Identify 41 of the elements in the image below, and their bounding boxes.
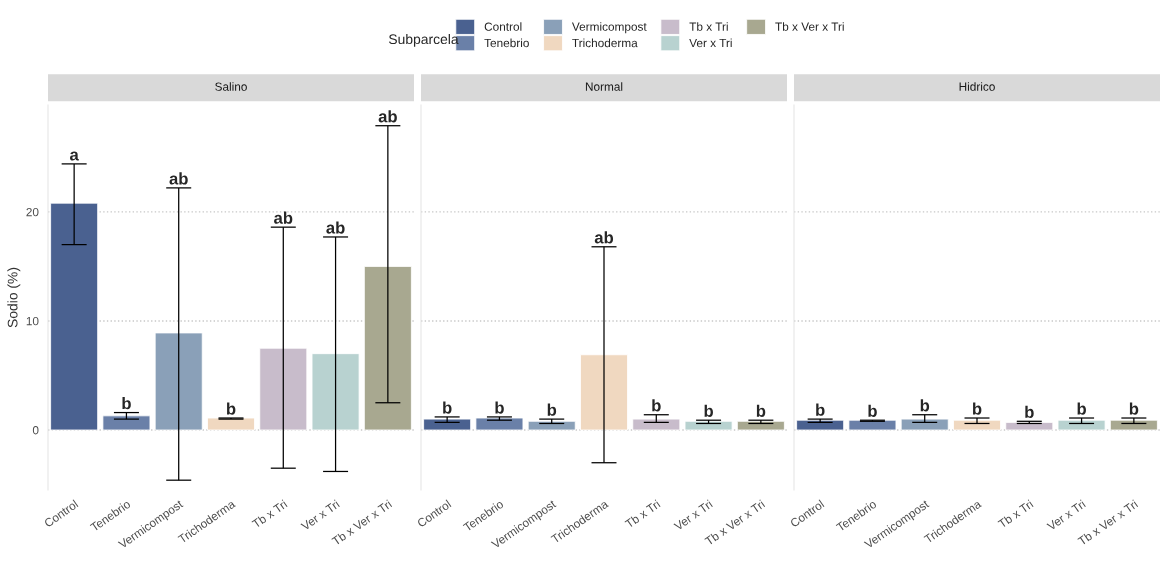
legend-label: Ver x Tri — [689, 38, 732, 48]
x-tick-label: Ver x Tri — [1046, 499, 1086, 531]
legend-label: Tb x Ver x Tri — [775, 22, 844, 31]
annotation: b — [652, 399, 661, 412]
x-tick-label: Tb x Tri — [624, 499, 661, 529]
legend-label: Control — [484, 22, 522, 31]
annotation: ab — [378, 110, 397, 123]
x-tick-label: Ver x Tri — [673, 499, 713, 531]
legend-label: Vermicompost — [571, 22, 647, 34]
annotation: b — [1129, 402, 1139, 415]
annotation: b — [816, 403, 825, 416]
annotation: b — [1077, 402, 1086, 415]
annotation: b — [1025, 405, 1034, 418]
chart-title: Normal — [585, 82, 623, 91]
chart-title: Salino — [215, 82, 247, 91]
y-tick-label: 0 — [32, 426, 39, 435]
legend-label: Tb x Tri — [689, 22, 728, 31]
annotation: b — [973, 402, 982, 415]
annotation: ab — [169, 172, 188, 185]
annotation: ab — [594, 231, 614, 244]
annotation: ab — [274, 211, 293, 224]
annotation: b — [704, 404, 713, 417]
legend-label: Trichoderma — [572, 38, 638, 48]
chart-title: Hidrico — [959, 82, 995, 91]
annotation: b — [920, 399, 930, 412]
annotation: a — [70, 151, 79, 161]
y-tick-label: 10 — [26, 316, 39, 326]
x-tick-label: Tb x Tri — [997, 499, 1034, 529]
annotation: b — [868, 404, 877, 417]
annotation: b — [443, 401, 452, 414]
x-tick-label: Ver x Tri — [300, 499, 340, 531]
annotation: b — [756, 404, 766, 417]
annotation: ab — [326, 221, 345, 234]
legend-label: Tenebrio — [484, 38, 529, 48]
x-tick-label: Tb x Tri — [251, 499, 288, 529]
annotation: b — [495, 401, 504, 414]
annotation: b — [122, 397, 131, 410]
annotation: b — [547, 403, 557, 416]
annotation: b — [227, 402, 236, 415]
y-axis-title: Sodio (%) — [7, 267, 21, 328]
y-tick-label: 20 — [26, 207, 39, 217]
